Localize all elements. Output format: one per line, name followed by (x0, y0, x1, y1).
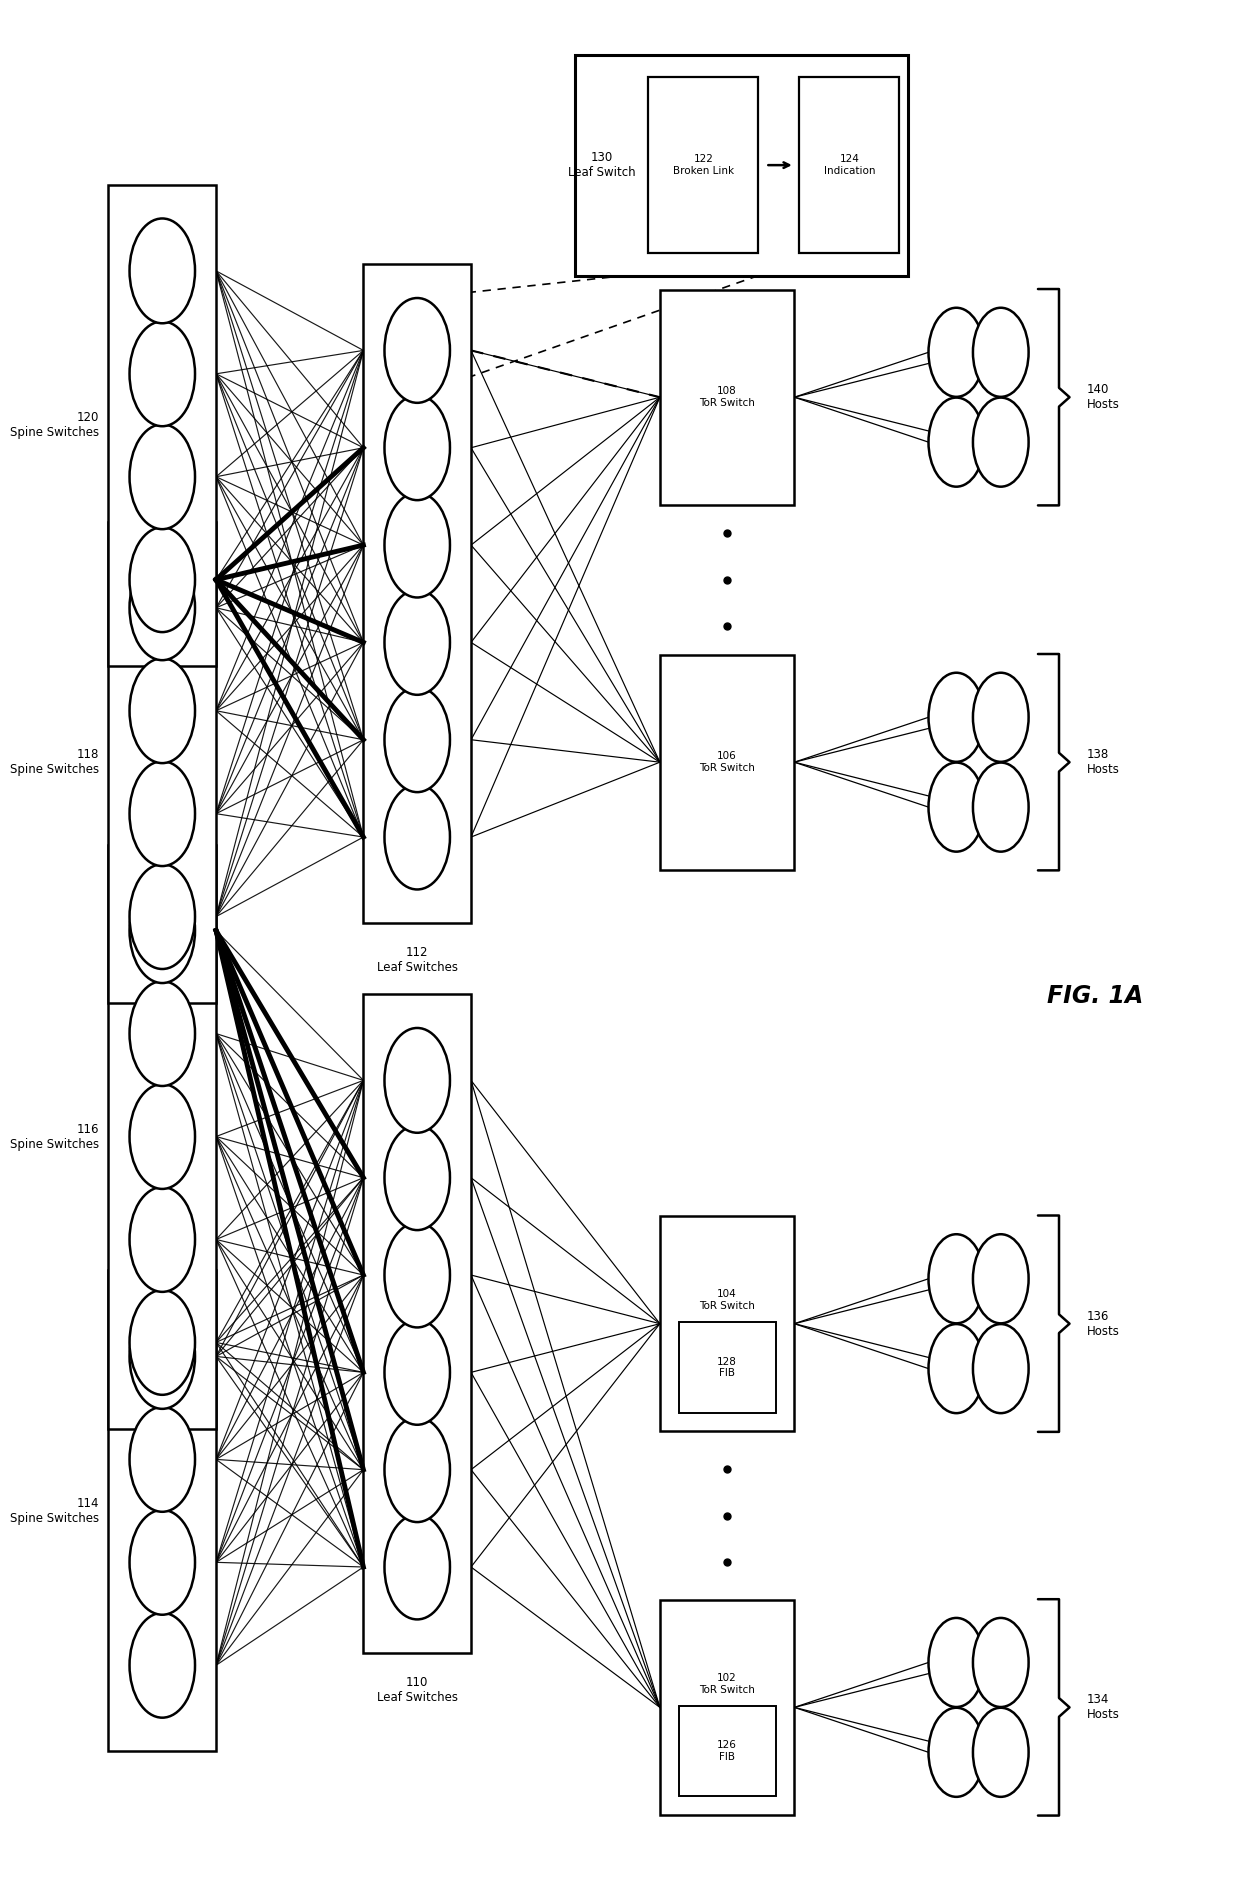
Text: 138
Hosts: 138 Hosts (1087, 748, 1120, 776)
Text: 104
ToR Switch: 104 ToR Switch (699, 1290, 755, 1310)
Circle shape (129, 878, 195, 983)
Bar (108, 521, 216, 1002)
Circle shape (384, 1222, 450, 1327)
Circle shape (129, 658, 195, 763)
Circle shape (929, 1324, 985, 1414)
Circle shape (929, 1619, 985, 1707)
Bar (108, 1271, 216, 1752)
Bar (678, 1705, 775, 1795)
Circle shape (973, 1324, 1029, 1414)
Circle shape (129, 1613, 195, 1718)
Circle shape (973, 673, 1029, 761)
Bar (660, 290, 795, 506)
Bar (678, 1322, 775, 1412)
Text: 116
Spine Switches: 116 Spine Switches (10, 1122, 99, 1151)
Circle shape (384, 688, 450, 791)
Text: 118
Spine Switches: 118 Spine Switches (10, 748, 99, 776)
Circle shape (384, 1320, 450, 1425)
Bar (363, 265, 471, 923)
Circle shape (973, 1707, 1029, 1797)
Circle shape (384, 299, 450, 402)
Bar (660, 654, 795, 870)
Circle shape (384, 590, 450, 696)
Text: 126
FIB: 126 FIB (717, 1741, 737, 1762)
Circle shape (384, 395, 450, 500)
Circle shape (384, 493, 450, 598)
Circle shape (973, 1619, 1029, 1707)
Text: 108
ToR Switch: 108 ToR Switch (699, 387, 755, 408)
Circle shape (973, 1235, 1029, 1324)
Bar (800, 77, 899, 254)
Circle shape (973, 397, 1029, 487)
Circle shape (129, 1305, 195, 1408)
Bar (649, 77, 759, 254)
Circle shape (384, 1126, 450, 1230)
Circle shape (973, 308, 1029, 397)
Circle shape (384, 1515, 450, 1619)
Circle shape (929, 673, 985, 761)
Circle shape (129, 425, 195, 528)
Text: 134
Hosts: 134 Hosts (1087, 1694, 1120, 1722)
Bar (108, 844, 216, 1429)
Circle shape (929, 308, 985, 397)
Circle shape (129, 1085, 195, 1188)
Text: 130
Leaf Switch: 130 Leaf Switch (568, 150, 636, 179)
Text: 114
Spine Switches: 114 Spine Switches (10, 1496, 99, 1525)
Text: 112
Leaf Switches: 112 Leaf Switches (377, 946, 458, 974)
Circle shape (973, 763, 1029, 852)
Circle shape (129, 218, 195, 323)
Circle shape (129, 761, 195, 867)
Circle shape (384, 1028, 450, 1134)
Circle shape (129, 321, 195, 427)
Circle shape (929, 763, 985, 852)
Text: 128
FIB: 128 FIB (717, 1357, 737, 1378)
Bar (575, 55, 909, 276)
Circle shape (384, 1418, 450, 1523)
Circle shape (129, 981, 195, 1087)
Text: 120
Spine Switches: 120 Spine Switches (10, 412, 99, 440)
Text: 110
Leaf Switches: 110 Leaf Switches (377, 1675, 458, 1703)
Bar (108, 184, 216, 666)
Text: 122
Broken Link: 122 Broken Link (673, 154, 734, 177)
Circle shape (129, 865, 195, 968)
Text: 140
Hosts: 140 Hosts (1087, 384, 1120, 412)
Circle shape (929, 1235, 985, 1324)
Circle shape (129, 1186, 195, 1292)
Circle shape (129, 1406, 195, 1512)
Circle shape (129, 1290, 195, 1395)
Text: FIG. 1A: FIG. 1A (1048, 983, 1143, 1008)
Circle shape (129, 526, 195, 632)
Circle shape (129, 555, 195, 660)
Text: 124
Indication: 124 Indication (823, 154, 875, 177)
Text: 102
ToR Switch: 102 ToR Switch (699, 1673, 755, 1694)
Text: 136
Hosts: 136 Hosts (1087, 1310, 1120, 1339)
Circle shape (929, 397, 985, 487)
Circle shape (129, 1510, 195, 1615)
Bar (660, 1600, 795, 1814)
Text: 106
ToR Switch: 106 ToR Switch (699, 752, 755, 773)
Circle shape (384, 784, 450, 889)
Bar (660, 1216, 795, 1431)
Bar (363, 995, 471, 1653)
Circle shape (929, 1707, 985, 1797)
